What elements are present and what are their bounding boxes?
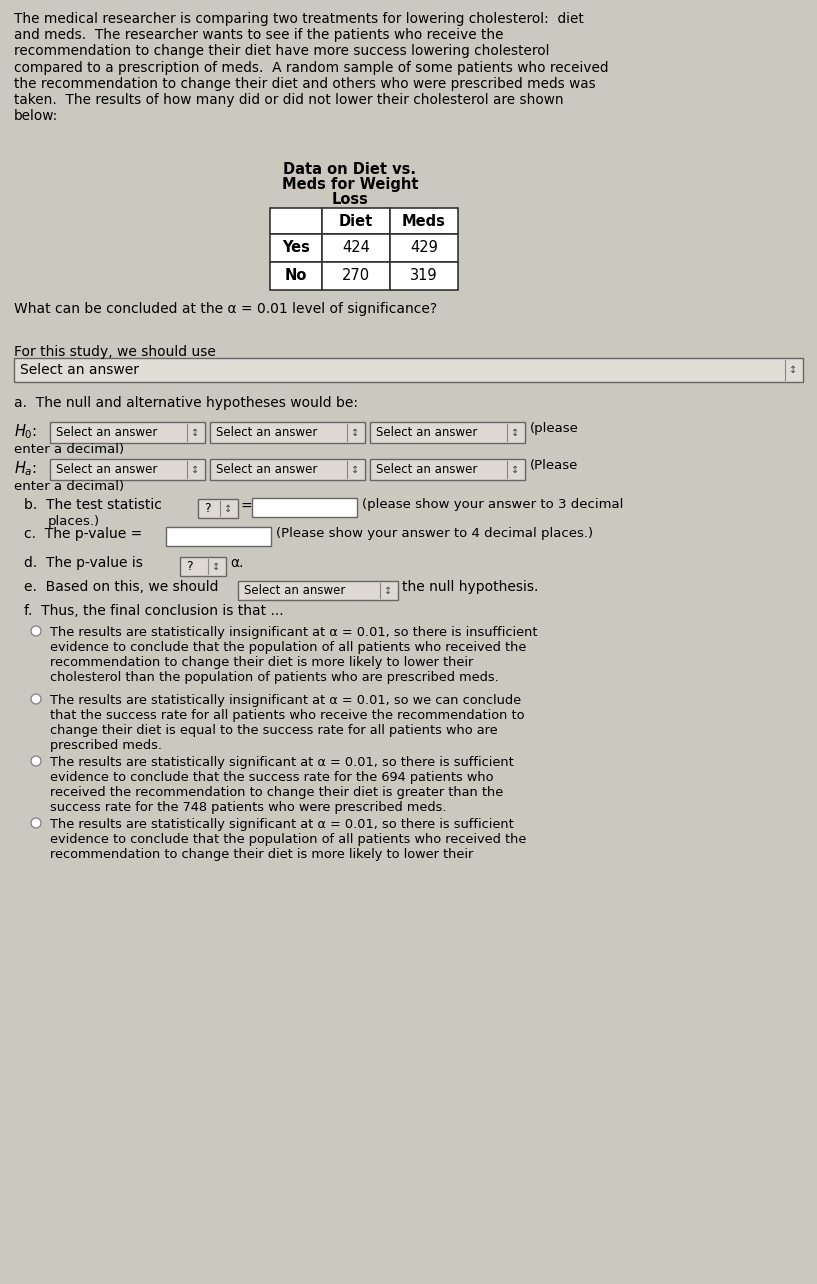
- Text: ↕: ↕: [212, 561, 220, 571]
- Bar: [270, 234, 322, 262]
- Text: ↕: ↕: [224, 503, 232, 514]
- Text: The medical researcher is comparing two treatments for lowering cholesterol:  di: The medical researcher is comparing two …: [14, 12, 609, 123]
- Text: Meds: Meds: [402, 213, 446, 229]
- Text: Select an answer: Select an answer: [376, 426, 477, 439]
- Circle shape: [31, 818, 41, 828]
- Text: Yes: Yes: [282, 240, 310, 256]
- Text: Data on Diet vs.: Data on Diet vs.: [283, 162, 417, 177]
- Text: Select an answer: Select an answer: [216, 426, 317, 439]
- Text: (Please show your answer to 4 decimal places.): (Please show your answer to 4 decimal pl…: [276, 526, 593, 541]
- Text: ↕: ↕: [511, 428, 519, 438]
- Text: ↕: ↕: [351, 428, 359, 438]
- Text: Select an answer: Select an answer: [56, 426, 158, 439]
- Text: Select an answer: Select an answer: [20, 363, 139, 377]
- Bar: [14, 358, 803, 383]
- Text: ↕: ↕: [384, 586, 392, 596]
- Text: a.  The null and alternative hypotheses would be:: a. The null and alternative hypotheses w…: [14, 395, 358, 410]
- Text: e.  Based on this, we should: e. Based on this, we should: [24, 580, 218, 594]
- Text: places.): places.): [48, 515, 100, 528]
- Text: For this study, we should use: For this study, we should use: [14, 345, 216, 360]
- Text: ↕: ↕: [191, 465, 199, 475]
- Bar: [270, 262, 322, 290]
- Text: enter a decimal): enter a decimal): [14, 443, 124, 456]
- Bar: [210, 422, 365, 443]
- Bar: [270, 208, 322, 234]
- Bar: [390, 208, 458, 234]
- Text: No: No: [285, 268, 307, 284]
- Text: The results are statistically insignificant at α = 0.01, so there is insufficien: The results are statistically insignific…: [50, 627, 538, 684]
- Text: =: =: [241, 499, 252, 514]
- Text: f.  Thus, the final conclusion is that ...: f. Thus, the final conclusion is that ..…: [24, 603, 283, 618]
- Text: ?: ?: [186, 560, 193, 573]
- Bar: [238, 580, 398, 600]
- Text: $H_0$:: $H_0$:: [14, 422, 38, 440]
- Bar: [210, 458, 365, 480]
- Text: The results are statistically insignificant at α = 0.01, so we can conclude
that: The results are statistically insignific…: [50, 693, 525, 752]
- Text: The results are statistically significant at α = 0.01, so there is sufficient
ev: The results are statistically significan…: [50, 756, 514, 814]
- Text: Loss: Loss: [332, 193, 368, 207]
- Text: Select an answer: Select an answer: [376, 464, 477, 476]
- Bar: [322, 234, 390, 262]
- Bar: [370, 458, 525, 480]
- Text: α.: α.: [230, 556, 243, 570]
- Text: $H_a$:: $H_a$:: [14, 458, 37, 478]
- Text: 270: 270: [342, 268, 370, 284]
- Bar: [252, 498, 357, 517]
- Text: enter a decimal): enter a decimal): [14, 480, 124, 493]
- Bar: [166, 526, 271, 546]
- Text: (Please: (Please: [530, 458, 578, 473]
- Text: b.  The test statistic: b. The test statistic: [24, 498, 162, 512]
- Text: d.  The p-value is: d. The p-value is: [24, 556, 143, 570]
- Text: Diet: Diet: [339, 213, 373, 229]
- Circle shape: [31, 756, 41, 767]
- Text: Meds for Weight: Meds for Weight: [282, 177, 418, 193]
- Text: ↕: ↕: [789, 365, 797, 375]
- Text: 424: 424: [342, 240, 370, 256]
- Text: The results are statistically significant at α = 0.01, so there is sufficient
ev: The results are statistically significan…: [50, 818, 526, 862]
- Text: (please: (please: [530, 422, 579, 435]
- Bar: [322, 262, 390, 290]
- Circle shape: [31, 627, 41, 636]
- Text: Select an answer: Select an answer: [244, 584, 346, 597]
- Bar: [180, 557, 226, 577]
- Text: What can be concluded at the α = 0.01 level of significance?: What can be concluded at the α = 0.01 le…: [14, 302, 437, 316]
- Circle shape: [31, 693, 41, 704]
- Text: ↕: ↕: [351, 465, 359, 475]
- Text: ?: ?: [204, 502, 211, 515]
- Bar: [322, 208, 390, 234]
- Bar: [390, 234, 458, 262]
- Text: ↕: ↕: [511, 465, 519, 475]
- Text: Select an answer: Select an answer: [216, 464, 317, 476]
- Bar: [50, 422, 205, 443]
- Bar: [390, 262, 458, 290]
- Bar: [198, 499, 238, 517]
- Text: (please show your answer to 3 decimal: (please show your answer to 3 decimal: [362, 498, 623, 511]
- Text: the null hypothesis.: the null hypothesis.: [402, 580, 538, 594]
- Text: ↕: ↕: [191, 428, 199, 438]
- Text: 319: 319: [410, 268, 438, 284]
- Bar: [50, 458, 205, 480]
- Text: c.  The p-value =: c. The p-value =: [24, 526, 142, 541]
- Text: 429: 429: [410, 240, 438, 256]
- Bar: [370, 422, 525, 443]
- Text: Select an answer: Select an answer: [56, 464, 158, 476]
